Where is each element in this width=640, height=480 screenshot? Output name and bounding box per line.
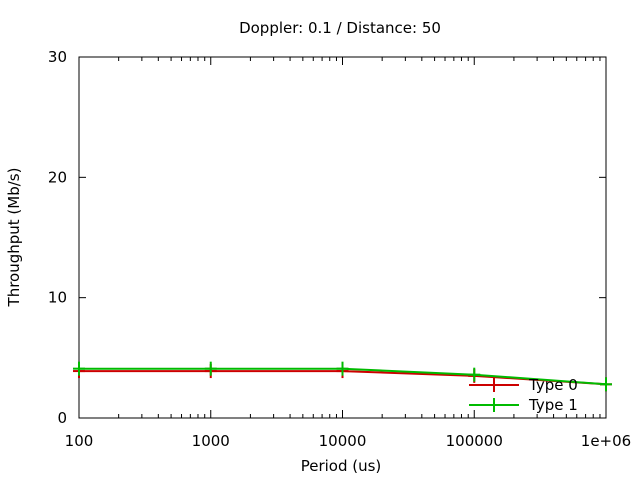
legend-item: Type 1 bbox=[469, 396, 578, 414]
y-tick-label: 20 bbox=[48, 168, 67, 186]
x-tick-label: 100 bbox=[65, 432, 94, 450]
y-axis-label: Throughput (Mb/s) bbox=[5, 168, 23, 308]
legend: Type 0 Type 1 bbox=[469, 376, 578, 414]
x-tick-label: 100000 bbox=[446, 432, 503, 450]
x-tick-label: 1000 bbox=[192, 432, 230, 450]
y-axis: 0 10 20 30 bbox=[48, 48, 606, 427]
series-layer bbox=[73, 361, 612, 392]
data-point bbox=[600, 377, 612, 392]
x-tick-label: 1e+06 bbox=[581, 432, 631, 450]
legend-label: Type 1 bbox=[528, 396, 578, 414]
y-tick-label: 30 bbox=[48, 48, 67, 66]
y-tick-label: 10 bbox=[48, 289, 67, 307]
data-point bbox=[73, 361, 85, 376]
x-axis: 100 1000 10000 100000 1e+06 bbox=[65, 57, 631, 450]
data-point bbox=[468, 367, 481, 382]
x-axis-label: Period (us) bbox=[301, 457, 382, 475]
x-tick-label: 10000 bbox=[319, 432, 367, 450]
data-point bbox=[336, 361, 349, 376]
legend-label: Type 0 bbox=[528, 376, 578, 394]
legend-item: Type 0 bbox=[469, 376, 578, 394]
chart-title: Doppler: 0.1 / Distance: 50 bbox=[239, 19, 441, 37]
y-tick-label: 0 bbox=[57, 409, 67, 427]
data-point bbox=[204, 361, 217, 376]
